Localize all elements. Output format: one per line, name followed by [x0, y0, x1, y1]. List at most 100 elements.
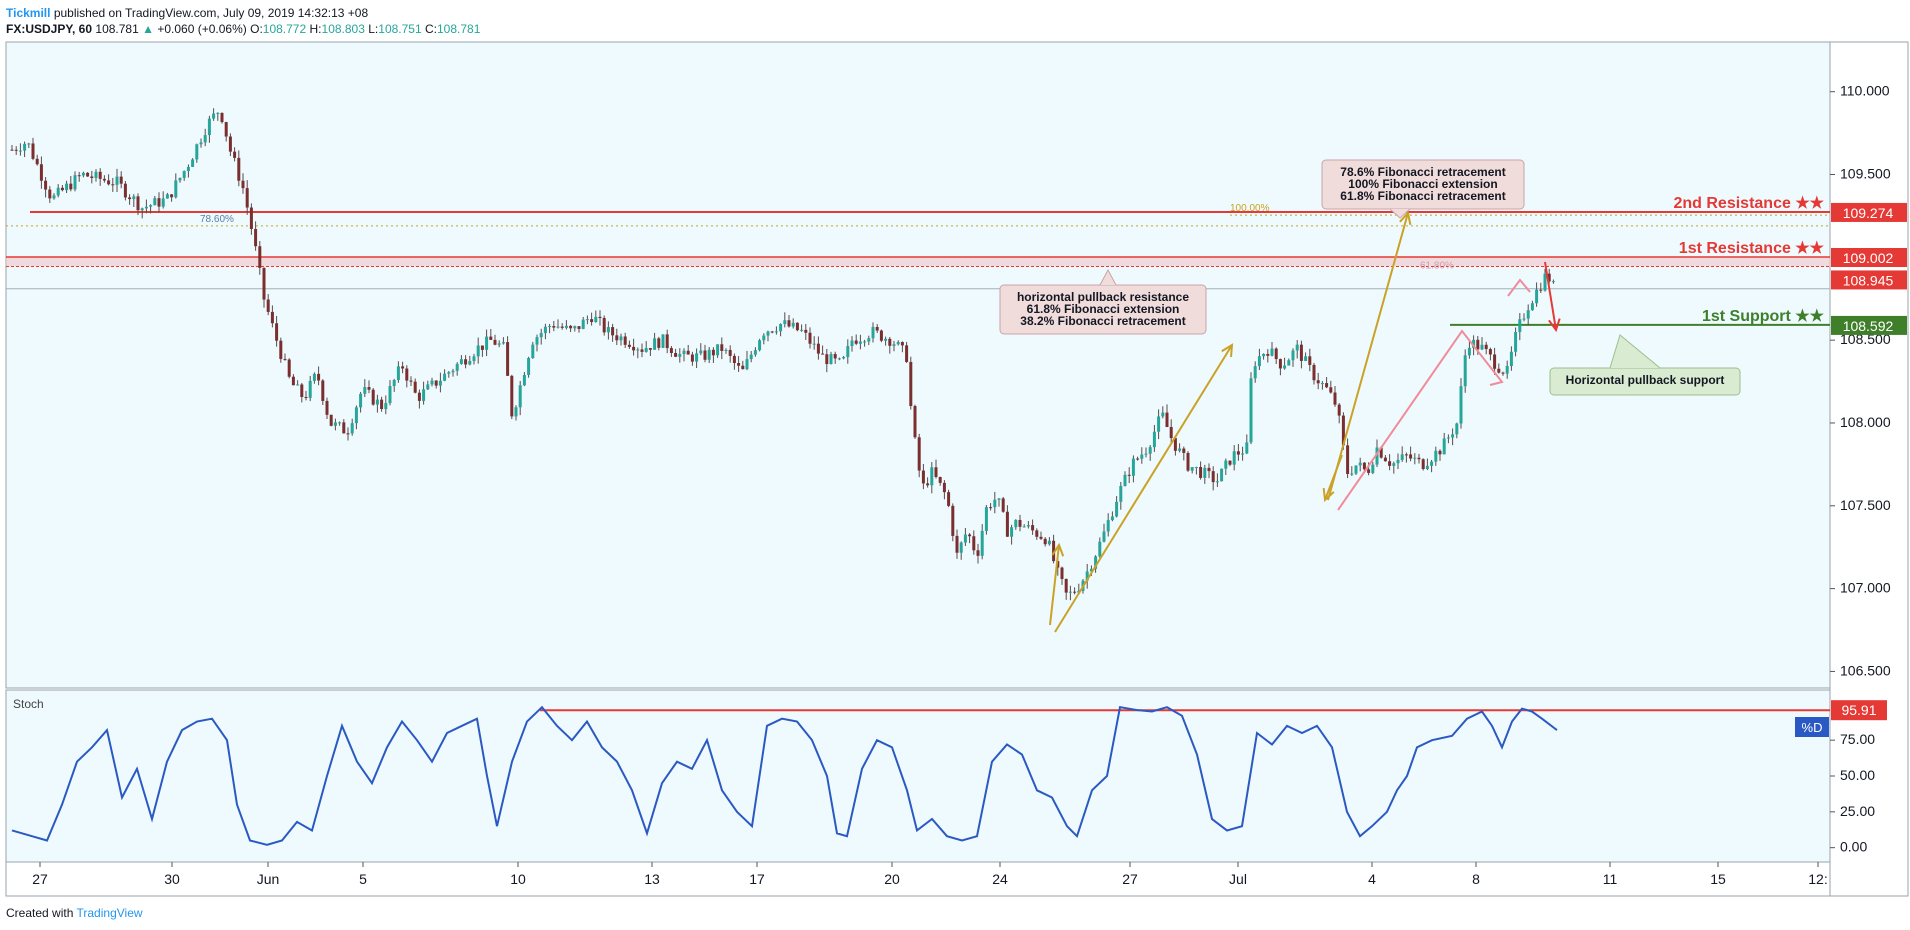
candle-body [1518, 319, 1522, 333]
candle-body [993, 499, 997, 508]
candle-body [52, 195, 56, 199]
close-label: C: [425, 22, 437, 36]
candle-body [493, 339, 497, 345]
candle-body [275, 323, 279, 341]
time-axis[interactable] [5, 861, 1831, 897]
expected-drop-arrow[interactable] [1544, 261, 1557, 331]
candle-body [338, 422, 342, 424]
price-tag [1831, 270, 1907, 290]
candle-body [1505, 366, 1509, 374]
candle-body [65, 183, 69, 191]
footer: Created with TradingView [6, 906, 143, 920]
candle-body [258, 246, 262, 268]
time-tick-label: 13 [644, 871, 660, 887]
candle-body [1535, 289, 1539, 304]
candle-body [699, 350, 703, 354]
candle-body [674, 352, 678, 357]
fib-extension-arrow-2[interactable] [1327, 212, 1409, 501]
candle-body [468, 360, 472, 365]
candle-body [1308, 356, 1312, 365]
candle-body [934, 467, 938, 477]
candle-body [417, 392, 421, 401]
candle-body [854, 340, 858, 344]
candle-body [909, 361, 913, 407]
candle-body [31, 143, 35, 159]
candle-body [329, 414, 333, 426]
candle-body [1341, 415, 1345, 446]
publisher-link[interactable]: Tickmill [6, 6, 51, 20]
candle-body [1388, 461, 1392, 466]
candle-body [485, 336, 489, 350]
candle-body [77, 175, 81, 177]
stoch-d-line[interactable] [11, 705, 1558, 846]
candle-body [737, 363, 741, 366]
candle-body [1455, 423, 1459, 435]
candle-body [1194, 466, 1198, 468]
candle-body [598, 316, 602, 318]
candle-body [585, 319, 589, 321]
time-tick-label: 27 [32, 871, 48, 887]
annotation-pullback-resistance-text: 61.8% Fibonacci extension [1027, 302, 1180, 316]
candle-body [1421, 459, 1425, 470]
candle-body [573, 326, 577, 329]
candle-body [1543, 273, 1547, 291]
candle-body [1165, 412, 1169, 427]
candle-body [875, 326, 879, 331]
tradingview-brand[interactable]: TradingView [76, 906, 143, 920]
candle-body [69, 183, 73, 190]
candle-body [128, 197, 132, 200]
stoch-pane[interactable] [5, 689, 1831, 863]
candle-body [783, 320, 787, 325]
candle-body [300, 384, 304, 397]
candle-body [392, 380, 396, 387]
candle-body [766, 331, 770, 336]
price-pane[interactable] [5, 41, 1831, 689]
ohlc-legend: FX:USDJPY, 60 108.781 ▲ +0.060 (+0.06%) … [6, 22, 480, 36]
candle-body [182, 171, 186, 178]
candle-body [795, 322, 799, 331]
candle-body [1207, 467, 1211, 472]
candle-body [531, 344, 535, 359]
candle-body [1551, 281, 1555, 283]
candle-body [716, 344, 720, 356]
candle-body [560, 326, 564, 328]
expected-drop-arrow-head [1548, 318, 1561, 333]
candle-body [984, 507, 988, 531]
candle-body [195, 144, 199, 160]
candle-body [577, 326, 581, 329]
fib-retracement-arrow-2[interactable] [1049, 544, 1060, 626]
candle-body [863, 341, 867, 343]
fib-extension-arrow-1[interactable] [1054, 344, 1233, 633]
candle-body [1173, 438, 1177, 451]
candle-body [518, 385, 522, 408]
candle-body [220, 112, 224, 123]
candle-body [409, 380, 413, 382]
time-tick-label: 17 [749, 871, 765, 887]
candle-body [283, 358, 287, 360]
candle-body [1127, 474, 1131, 476]
price-tag [1831, 202, 1907, 222]
candle-body [858, 341, 862, 344]
annotation-fib-resistance[interactable] [1321, 159, 1525, 210]
candle-body [451, 370, 455, 373]
time-tick-label: 27 [1122, 871, 1138, 887]
candle-body [644, 348, 648, 352]
candle-body [896, 342, 900, 345]
fib-extension-arrow-1-head [1221, 343, 1234, 358]
candle-body [405, 368, 409, 381]
candle-body [648, 348, 652, 350]
fib-100-label: 100.00% [1230, 203, 1270, 214]
price-axis[interactable] [1829, 41, 1909, 897]
candle-body [837, 358, 841, 360]
candle-body [833, 354, 837, 359]
candle-body [758, 340, 762, 351]
open-label: O: [250, 22, 263, 36]
candle-body [308, 380, 312, 398]
time-tick-label: 8 [1472, 871, 1480, 887]
candle-body [1467, 347, 1471, 356]
publish-info: Tickmill published on TradingView.com, J… [6, 6, 368, 20]
candle-body [527, 358, 531, 375]
candle-body [1245, 442, 1249, 454]
candle-body [1312, 364, 1316, 381]
